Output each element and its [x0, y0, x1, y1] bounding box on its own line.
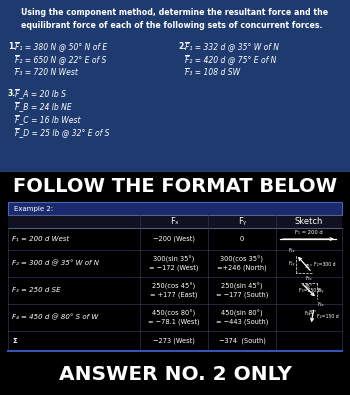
Text: F̅₃ = 108 d SW: F̅₃ = 108 d SW [185, 68, 240, 77]
Bar [8, 228, 342, 250]
Text: F₄ = 450 d @ 80° S of W: F₄ = 450 d @ 80° S of W [12, 314, 98, 321]
Text: F̅_B = 24 lb NE: F̅_B = 24 lb NE [15, 102, 72, 111]
Text: F₂ᵧ: F₂ᵧ [289, 261, 295, 266]
Text: 35°: 35° [305, 263, 313, 269]
Text: −374  (South): −374 (South) [218, 338, 265, 344]
Text: F₄ᵧ: F₄ᵧ [304, 311, 310, 316]
Text: F₁ = 200 d: F₁ = 200 d [295, 230, 323, 235]
Text: 250(sin 45°)
= −177 (South): 250(sin 45°) = −177 (South) [216, 283, 268, 298]
Text: ANSWER NO. 2 ONLY: ANSWER NO. 2 ONLY [58, 365, 292, 384]
Text: F̅₂ = 650 N @ 22° E of S: F̅₂ = 650 N @ 22° E of S [15, 55, 106, 64]
Text: FOLLOW THE FORMAT BELOW: FOLLOW THE FORMAT BELOW [13, 177, 337, 196]
Bar [8, 331, 342, 351]
Text: F̅₁ = 380 N @ 50° N of E: F̅₁ = 380 N @ 50° N of E [15, 42, 107, 51]
Text: Example 2:: Example 2: [14, 205, 53, 211]
Text: 450(sin 80°)
= −443 (South): 450(sin 80°) = −443 (South) [216, 310, 268, 325]
Text: F̅_C = 16 lb West: F̅_C = 16 lb West [15, 115, 80, 124]
Bar [8, 250, 342, 277]
Text: 2.: 2. [178, 42, 186, 51]
Text: F₂ = 300 d @ 35° W of N: F₂ = 300 d @ 35° W of N [12, 260, 99, 267]
Text: F₄=150 d: F₄=150 d [317, 314, 339, 320]
Text: F̅_A = 20 lb S: F̅_A = 20 lb S [15, 89, 66, 98]
Text: F₄ₓ: F₄ₓ [317, 301, 324, 307]
Text: F₃ = 250 d SE: F₃ = 250 d SE [12, 288, 61, 293]
Text: 80°: 80° [309, 310, 317, 316]
Text: −200 (West): −200 (West) [153, 236, 195, 242]
Bar [8, 277, 342, 304]
Text: 300(sin 35°)
= −172 (West): 300(sin 35°) = −172 (West) [149, 256, 199, 271]
Text: F̅₁ = 332 d @ 35° W of N: F̅₁ = 332 d @ 35° W of N [185, 42, 279, 51]
Text: 3.: 3. [8, 89, 16, 98]
Bar [8, 215, 342, 228]
Text: −273 (West): −273 (West) [153, 338, 195, 344]
Text: F₃ₓ: F₃ₓ [306, 275, 312, 280]
Text: F₃ᵧ: F₃ᵧ [318, 288, 324, 293]
Text: Sketch: Sketch [295, 217, 323, 226]
Text: 300(cos 35°)
=+246 (North): 300(cos 35°) =+246 (North) [217, 256, 267, 271]
Bar [8, 202, 342, 215]
Text: F̅₃ = 720 N West: F̅₃ = 720 N West [15, 68, 78, 77]
Text: F̅_D = 25 lb @ 32° E of S: F̅_D = 25 lb @ 32° E of S [15, 128, 110, 137]
Text: F₁ = 200 d West: F₁ = 200 d West [12, 236, 69, 242]
Text: F̅₂ = 420 d @ 75° E of N: F̅₂ = 420 d @ 75° E of N [185, 55, 276, 64]
Bar [8, 304, 342, 331]
Text: F₂=300 d: F₂=300 d [314, 261, 336, 267]
Text: 450(cos 80°)
= −78.1 (West): 450(cos 80°) = −78.1 (West) [148, 310, 200, 325]
Text: 0: 0 [240, 236, 244, 242]
Text: Fᵧ: Fᵧ [238, 217, 246, 226]
Text: 250(cos 45°)
= +177 (East): 250(cos 45°) = +177 (East) [150, 283, 198, 298]
Text: F₃=250 d: F₃=250 d [299, 288, 321, 293]
Text: Σ: Σ [12, 338, 17, 344]
Text: Fₓ: Fₓ [170, 217, 178, 226]
Bar [0, 0, 350, 172]
Bar [0, 172, 350, 202]
Text: 1.: 1. [8, 42, 16, 51]
Text: 45°: 45° [305, 284, 313, 288]
Text: Using the component method, determine the resultant force and the
equilibrant fo: Using the component method, determine th… [21, 8, 329, 30]
Text: F₂ₓ: F₂ₓ [288, 248, 295, 254]
